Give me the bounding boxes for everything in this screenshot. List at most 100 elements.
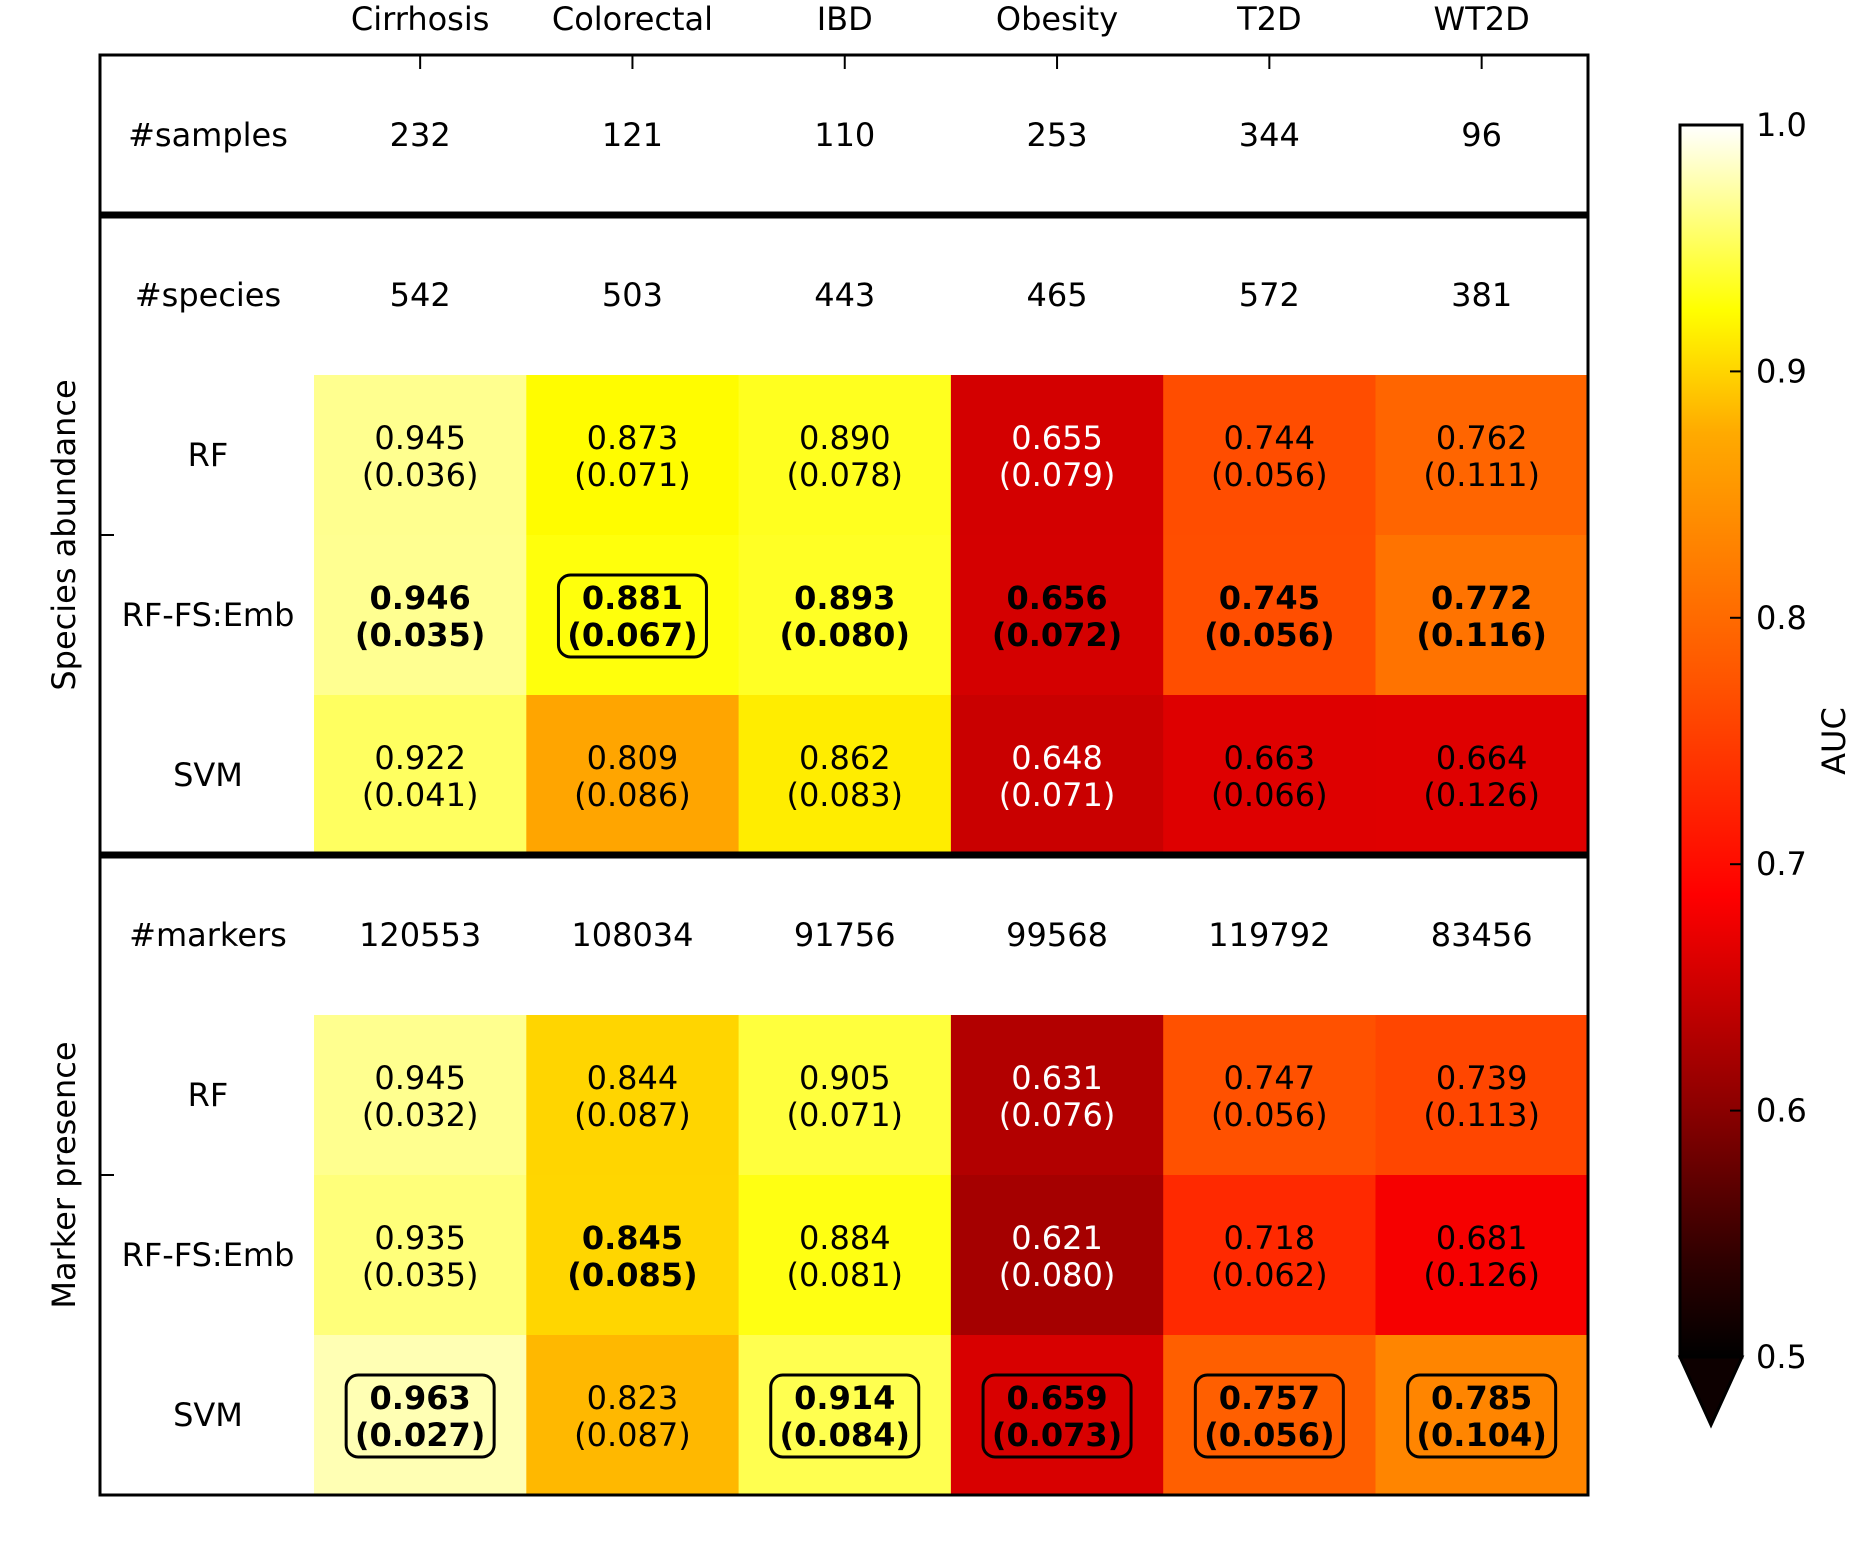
heatmap-cell	[738, 375, 952, 536]
auc-std-value: (0.071)	[999, 776, 1116, 814]
auc-std-value: (0.116)	[1416, 616, 1546, 654]
count-value: 503	[602, 276, 663, 314]
auc-value: 0.772	[1431, 579, 1532, 617]
auc-value: 0.744	[1224, 419, 1316, 457]
auc-value: 0.656	[1006, 579, 1107, 617]
method-label: RF-FS:Emb	[122, 596, 295, 634]
auc-value: 0.963	[370, 1379, 471, 1417]
heatmap-cell	[1163, 1175, 1377, 1336]
auc-std-value: (0.111)	[1423, 456, 1540, 494]
auc-value: 0.881	[582, 579, 683, 617]
count-value: 572	[1239, 276, 1300, 314]
auc-std-value: (0.126)	[1423, 776, 1540, 814]
colorbar-tick-label: 0.8	[1756, 599, 1807, 637]
heatmap-cell	[950, 1335, 1164, 1496]
best-score-box	[981, 1373, 1133, 1459]
count-value: 344	[1239, 116, 1300, 154]
auc-std-value: (0.085)	[567, 1256, 697, 1294]
auc-value: 0.862	[799, 739, 891, 777]
heatmap-cell	[1163, 1015, 1377, 1176]
heatmap-cell	[314, 375, 527, 536]
auc-std-value: (0.056)	[1204, 616, 1334, 654]
count-value: 99568	[1006, 916, 1108, 954]
auc-value: 0.648	[1011, 739, 1103, 777]
auc-std-value: (0.087)	[574, 1096, 691, 1134]
heatmap-cell	[738, 1335, 952, 1496]
auc-std-value: (0.080)	[999, 1256, 1116, 1294]
heatmap-cell	[1375, 535, 1589, 696]
colorbar-gradient	[1680, 125, 1742, 1357]
heatmap-cell	[314, 695, 527, 856]
group-label: Species abundance	[45, 379, 83, 690]
auc-value: 0.718	[1224, 1219, 1316, 1257]
colorbar-extend-arrow	[1677, 1355, 1745, 1429]
heatmap-cell	[1375, 695, 1589, 856]
heatmap-cell	[526, 535, 740, 696]
auc-std-value: (0.041)	[362, 776, 479, 814]
auc-value: 0.664	[1436, 739, 1528, 777]
auc-std-value: (0.056)	[1204, 1416, 1334, 1454]
auc-value: 0.945	[374, 1059, 466, 1097]
auc-value: 0.785	[1431, 1379, 1532, 1417]
auc-std-value: (0.036)	[362, 456, 479, 494]
heatmap-cell	[738, 535, 952, 696]
heatmap-cell	[314, 1335, 527, 1496]
auc-value: 0.845	[582, 1219, 683, 1257]
auc-std-value: (0.084)	[780, 1416, 910, 1454]
best-score-box	[344, 1373, 496, 1459]
method-label: SVM	[173, 756, 243, 794]
auc-std-value: (0.087)	[574, 1416, 691, 1454]
auc-value: 0.844	[587, 1059, 679, 1097]
count-value: 121	[602, 116, 663, 154]
colorbar-tick-label: 0.9	[1756, 352, 1807, 390]
heatmap-cell	[526, 1175, 740, 1336]
best-score-box	[1406, 1373, 1558, 1459]
column-header: Colorectal	[552, 0, 713, 38]
auc-value: 0.745	[1219, 579, 1320, 617]
heatmap-cell	[950, 535, 1164, 696]
heatmap-cell	[950, 1015, 1164, 1176]
heatmap-cell	[314, 1015, 527, 1176]
auc-std-value: (0.078)	[786, 456, 903, 494]
auc-value: 0.946	[370, 579, 471, 617]
best-score-box	[1193, 1373, 1345, 1459]
count-value: 83456	[1431, 916, 1533, 954]
heatmap-cell	[1375, 1335, 1589, 1496]
heatmap-cell	[738, 695, 952, 856]
auc-value: 0.893	[794, 579, 895, 617]
auc-std-value: (0.104)	[1416, 1416, 1546, 1454]
heatmap-cell	[1163, 535, 1377, 696]
count-value: 465	[1027, 276, 1088, 314]
auc-std-value: (0.066)	[1211, 776, 1328, 814]
auc-colorbar: 0.5 0.6 0.7 0.8 0.9 1.0 AUC	[1677, 106, 1853, 1429]
auc-std-value: (0.067)	[567, 616, 697, 654]
heatmap-cell	[1163, 1335, 1377, 1496]
auc-value: 0.739	[1436, 1059, 1528, 1097]
auc-std-value: (0.126)	[1423, 1256, 1540, 1294]
auc-std-value: (0.035)	[355, 616, 485, 654]
row-label: #species	[135, 276, 281, 314]
heatmap-cell	[526, 1015, 740, 1176]
colorbar-label: AUC	[1815, 707, 1853, 775]
method-label: SVM	[173, 1396, 243, 1434]
auc-std-value: (0.056)	[1211, 456, 1328, 494]
auc-std-value: (0.081)	[786, 1256, 903, 1294]
heatmap-cell	[314, 535, 527, 696]
auc-std-value: (0.056)	[1211, 1096, 1328, 1134]
auc-value: 0.884	[799, 1219, 891, 1257]
count-value: 110	[814, 116, 875, 154]
auc-value: 0.762	[1436, 419, 1528, 457]
heatmap-cell	[526, 1335, 740, 1496]
auc-std-value: (0.079)	[999, 456, 1116, 494]
auc-value: 0.621	[1011, 1219, 1103, 1257]
auc-std-value: (0.113)	[1423, 1096, 1540, 1134]
count-value: 108034	[571, 916, 693, 954]
auc-std-value: (0.071)	[786, 1096, 903, 1134]
heatmap-cell	[314, 1175, 527, 1336]
heatmap-cell	[1163, 375, 1377, 536]
heatmap-cell	[950, 375, 1164, 536]
best-score-box	[769, 1373, 921, 1459]
auc-value: 0.935	[374, 1219, 466, 1257]
auc-std-value: (0.073)	[992, 1416, 1122, 1454]
